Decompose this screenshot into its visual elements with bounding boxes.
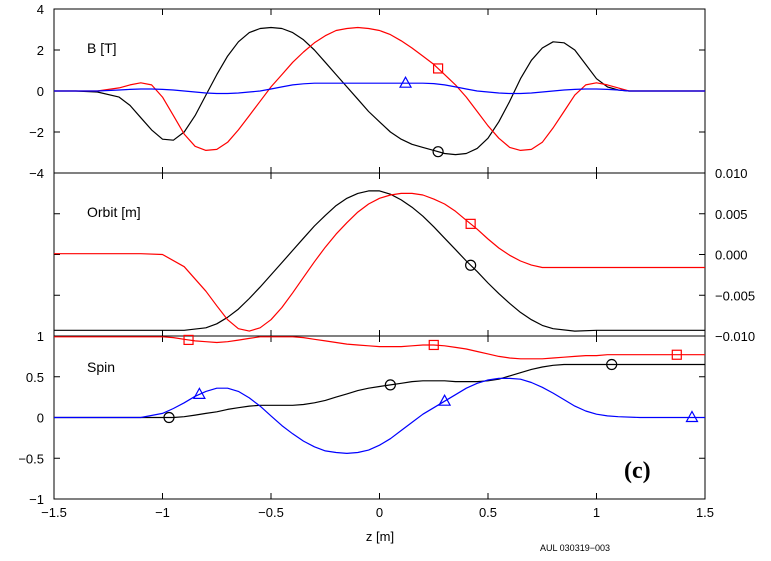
y-tick-label: 2 [37, 43, 44, 58]
panel-tag: (c) [624, 458, 651, 484]
series-line [54, 192, 705, 332]
series-line [54, 26, 705, 151]
x-tick-label: −0.5 [258, 505, 284, 520]
circle-marker [465, 259, 477, 271]
series-line [54, 363, 705, 419]
panel-title: Spin [87, 359, 115, 375]
credit-label: AUL 030319−003 [540, 543, 610, 553]
y-tick-label: 0 [37, 411, 44, 426]
x-tick-label: 1 [593, 505, 600, 520]
triangle-marker [192, 387, 206, 399]
series-1 [54, 358, 705, 424]
series-2 [54, 26, 705, 151]
circle-marker [606, 358, 618, 371]
y-tick-label: −0.010 [715, 329, 755, 344]
y-tick-label: 1 [37, 329, 44, 344]
y-tick-label: −0.005 [715, 288, 755, 303]
square-marker [465, 218, 476, 229]
y-tick-label: 4 [37, 2, 44, 17]
square-marker [432, 63, 444, 74]
triangle-marker [685, 410, 699, 423]
y-tick-label: 0.5 [26, 370, 44, 385]
x-tick-label: 0.5 [479, 505, 497, 520]
triangle-marker [399, 75, 413, 88]
y-tick-label: 0.000 [715, 248, 748, 263]
x-axis-title: z [m] [366, 529, 394, 544]
series-line [54, 377, 705, 454]
x-tick-label: −1 [155, 505, 170, 520]
square-marker [428, 339, 439, 351]
x-tick-label: 1.5 [696, 505, 714, 520]
y-tick-label: 0 [37, 84, 44, 99]
series-2 [54, 192, 705, 332]
series-line [54, 336, 705, 360]
panels: −4 −2 0 2 4 B [T] −0.010 −0.005 0.000 0.005 0.010 O… [18, 2, 755, 520]
panel-title: B [T] [87, 40, 117, 56]
x-tick-label: −1.5 [41, 505, 67, 520]
square-marker [671, 349, 682, 360]
square-marker [183, 334, 194, 346]
circle-marker [432, 146, 444, 158]
plot-frame [53, 8, 706, 174]
y-tick-label: −1 [29, 492, 44, 507]
series-line [54, 82, 705, 95]
triangle-marker [438, 393, 452, 406]
series-line [54, 26, 705, 156]
y-tick-label: −0.5 [18, 451, 44, 466]
x-tick-labels: −1.5 −1 −0.5 0 0.5 1 1.5 [41, 505, 714, 520]
panel-1: −4 −2 0 2 4 B [T] [29, 2, 706, 181]
circle-marker [384, 379, 396, 391]
circle-marker [163, 411, 175, 424]
series-3 [54, 75, 705, 95]
y-tick-label: 0.010 [715, 166, 748, 181]
panel-title: Orbit [m] [87, 204, 141, 220]
y-tick-label: 0.005 [715, 207, 748, 222]
x-tick-label: 0 [376, 505, 383, 520]
series-1 [54, 190, 705, 332]
y-tick-label: −2 [29, 125, 44, 140]
series-3 [54, 377, 705, 454]
y-tick-label: −4 [29, 166, 44, 181]
series-1 [54, 26, 705, 158]
panel-3: −1 −0.5 0 0.5 1 Spin [18, 329, 706, 507]
series-line [54, 190, 705, 332]
series-2 [54, 334, 705, 360]
panel-2: −0.010 −0.005 0.000 0.005 0.010 Orbit [m] [53, 166, 755, 344]
